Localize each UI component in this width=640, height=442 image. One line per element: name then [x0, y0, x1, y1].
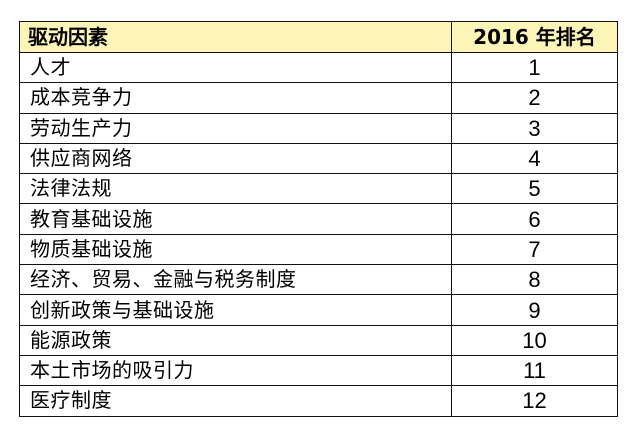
factor-cell: 本土市场的吸引力	[19, 354, 452, 387]
factor-cell: 医疗制度	[19, 385, 452, 417]
rank-cell: 5	[451, 173, 618, 205]
rank-cell: 12	[451, 385, 618, 417]
factor-cell: 劳动生产力	[19, 112, 452, 144]
table-row: 物质基础设施 7	[19, 233, 618, 266]
factor-cell: 教育基础设施	[19, 203, 452, 235]
table-row: 医疗制度 12	[19, 385, 618, 417]
factor-cell: 成本竞争力	[19, 82, 452, 114]
factor-cell: 人才	[19, 51, 452, 84]
rank-cell: 4	[451, 142, 618, 175]
factor-cell: 物质基础设施	[19, 233, 452, 266]
table-header-row: 驱动因素 2016 年排名	[19, 21, 618, 53]
table-row: 本土市场的吸引力 11	[19, 354, 618, 387]
table-row: 人才 1	[19, 51, 618, 84]
factor-cell: 法律法规	[19, 173, 452, 205]
rank-cell: 6	[451, 203, 618, 235]
table-row: 成本竞争力 2	[19, 82, 618, 114]
table-row: 经济、贸易、金融与税务制度 8	[19, 264, 618, 296]
factor-cell: 创新政策与基础设施	[19, 294, 452, 326]
table-row: 法律法规 5	[19, 173, 618, 205]
table-row: 创新政策与基础设施 9	[19, 294, 618, 326]
rank-cell: 7	[451, 233, 618, 266]
table-row: 劳动生产力 3	[19, 112, 618, 144]
table-row: 教育基础设施 6	[19, 203, 618, 235]
rank-cell: 11	[451, 354, 618, 387]
rank-cell: 9	[451, 294, 618, 326]
factor-cell: 供应商网络	[19, 142, 452, 175]
rank-cell: 3	[451, 112, 618, 144]
table-row: 供应商网络 4	[19, 142, 618, 175]
factor-cell: 经济、贸易、金融与税务制度	[19, 264, 452, 296]
factor-cell: 能源政策	[19, 324, 452, 356]
rank-cell: 2	[451, 82, 618, 114]
rank-cell: 1	[451, 51, 618, 84]
table-row: 能源政策 10	[19, 324, 618, 356]
ranking-table: 驱动因素 2016 年排名 人才 1 成本竞争力 2 劳动生产力 3 供应商网络…	[19, 21, 618, 417]
ranking-table-container: 驱动因素 2016 年排名 人才 1 成本竞争力 2 劳动生产力 3 供应商网络…	[19, 21, 618, 417]
rank-cell: 10	[451, 324, 618, 356]
rank-cell: 8	[451, 264, 618, 296]
header-rank: 2016 年排名	[451, 21, 618, 53]
header-factor: 驱动因素	[19, 21, 452, 53]
